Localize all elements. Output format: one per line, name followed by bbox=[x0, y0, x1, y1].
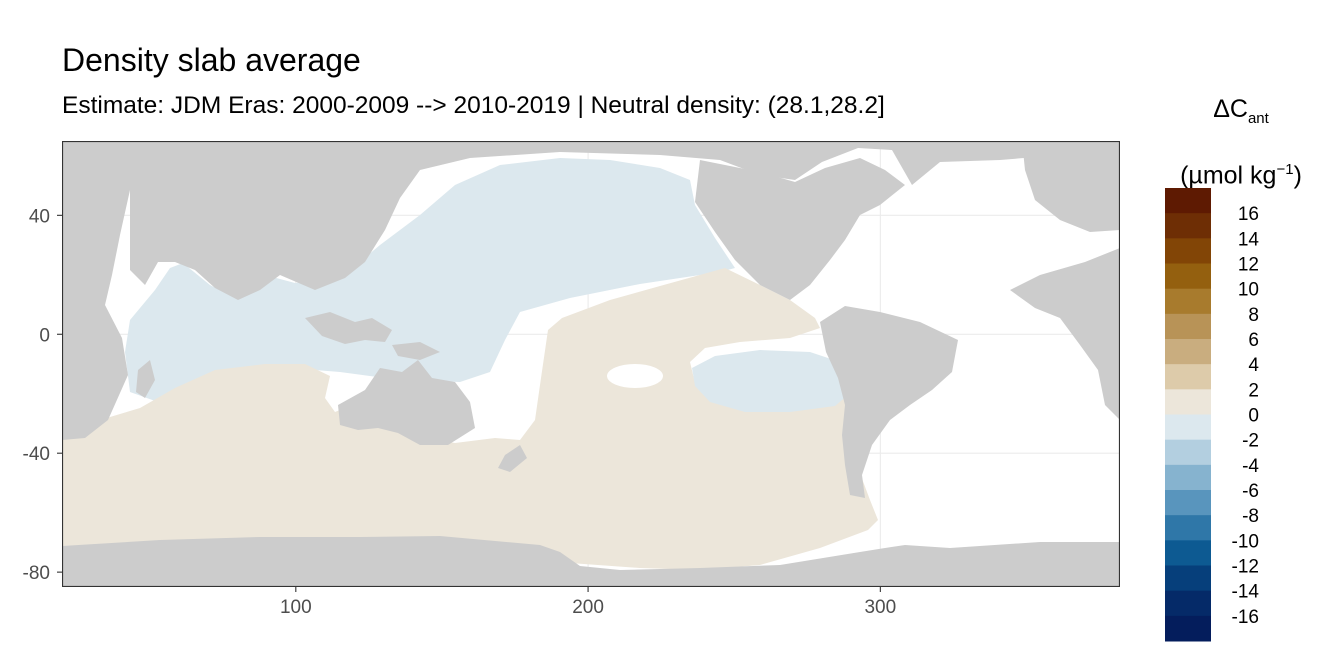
land-madagascar bbox=[136, 360, 155, 398]
land-eurasia bbox=[130, 141, 1120, 300]
legend-swatch bbox=[1165, 263, 1211, 290]
land-new-zealand bbox=[498, 445, 527, 472]
legend-swatch bbox=[1165, 339, 1211, 365]
legend-swatch bbox=[1165, 238, 1211, 264]
region-north-pacific-indian bbox=[125, 158, 735, 402]
legend-label: -2 bbox=[1242, 431, 1259, 452]
region-southern-ocean bbox=[62, 268, 878, 570]
x-tick-label: 200 bbox=[572, 597, 604, 618]
legend-label: 12 bbox=[1238, 255, 1259, 276]
legend-title: ΔCant (µmol kg−1) bbox=[1158, 84, 1324, 201]
legend-swatch bbox=[1165, 213, 1211, 239]
legend-units-sup: −1 bbox=[1276, 161, 1294, 178]
panel-border bbox=[62, 141, 1120, 587]
legend-units-prefix: (µmol kg bbox=[1180, 161, 1277, 190]
legend-swatch bbox=[1165, 313, 1211, 340]
legend-label: 4 bbox=[1248, 355, 1259, 376]
legend-swatch bbox=[1165, 389, 1211, 415]
legend-title-sub: ant bbox=[1247, 110, 1269, 127]
legend-label: 2 bbox=[1248, 380, 1259, 401]
legend-label: 10 bbox=[1238, 280, 1259, 301]
region-subtropical-gyre-hole bbox=[607, 364, 663, 388]
legend-swatch bbox=[1165, 288, 1211, 315]
legend-label: 8 bbox=[1248, 305, 1259, 326]
legend-swatch bbox=[1165, 590, 1211, 617]
y-tick-label: 0 bbox=[39, 325, 50, 346]
legend-label: 16 bbox=[1238, 204, 1259, 225]
land-africa bbox=[62, 141, 130, 440]
legend-swatch bbox=[1165, 464, 1211, 491]
legend-swatch bbox=[1165, 439, 1211, 466]
legend-label: -16 bbox=[1232, 607, 1259, 628]
y-tick-label: -80 bbox=[23, 563, 50, 584]
legend-title-main: ΔC bbox=[1213, 95, 1248, 123]
land-antarctica bbox=[62, 536, 1120, 587]
legend-label: 14 bbox=[1238, 229, 1260, 250]
land-new-guinea bbox=[392, 342, 440, 360]
legend-swatch bbox=[1165, 540, 1211, 566]
chart-title: Density slab average bbox=[62, 42, 361, 78]
land-north-america bbox=[695, 158, 905, 300]
land-australia bbox=[338, 360, 475, 445]
land-masses bbox=[62, 141, 1120, 587]
legend-label: -10 bbox=[1232, 531, 1259, 552]
region-east-pacific bbox=[692, 350, 848, 412]
legend-swatch bbox=[1165, 615, 1211, 642]
legend-swatch bbox=[1165, 515, 1211, 541]
legend-swatch bbox=[1165, 188, 1211, 214]
legend-swatch bbox=[1165, 565, 1211, 592]
legend-label: -12 bbox=[1232, 557, 1259, 578]
land-west-africa bbox=[1010, 248, 1120, 420]
legend-swatch bbox=[1165, 414, 1211, 441]
legend-label: -8 bbox=[1242, 506, 1259, 527]
x-tick-label: 300 bbox=[864, 597, 896, 618]
y-tick-label: -40 bbox=[23, 444, 50, 465]
legend-label: 6 bbox=[1248, 330, 1259, 351]
legend-label: -14 bbox=[1232, 582, 1260, 603]
legend-units-suffix: ) bbox=[1293, 161, 1302, 190]
land-maritime-continent bbox=[305, 312, 392, 344]
x-tick-label: 100 bbox=[280, 597, 312, 618]
legend-swatch bbox=[1165, 364, 1211, 390]
chart-subtitle: Estimate: JDM Eras: 2000-2009 --> 2010-2… bbox=[62, 92, 885, 119]
legend-colorbar: 16 14 12 10 8 6 4 2 0 -2 -4 -6 -8 -10 -12 -14 -16 bbox=[1165, 188, 1259, 642]
land-greenland bbox=[1022, 141, 1120, 232]
legend-label: -4 bbox=[1242, 456, 1259, 477]
y-tick-label: 40 bbox=[29, 206, 50, 227]
legend-label: -6 bbox=[1242, 481, 1259, 502]
legend-label: 0 bbox=[1248, 406, 1259, 427]
land-south-america bbox=[820, 306, 958, 498]
legend-swatch bbox=[1165, 490, 1211, 516]
